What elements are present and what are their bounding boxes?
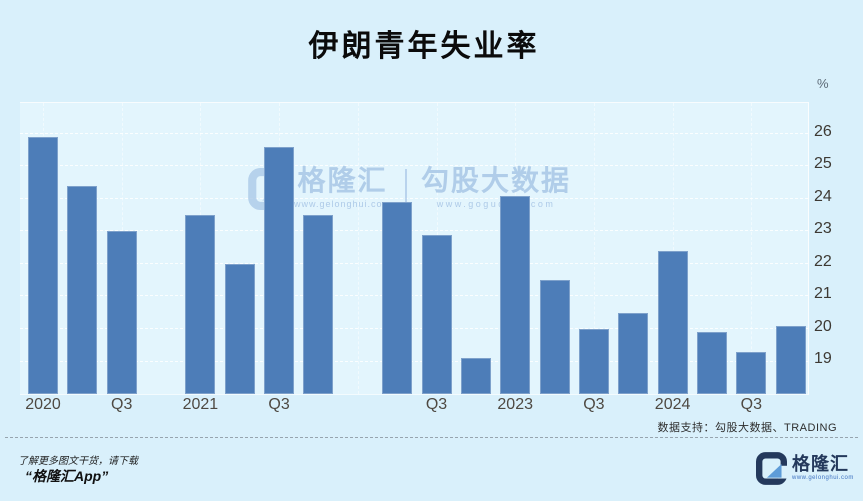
chart-title: 伊朗青年失业率 (308, 30, 540, 63)
bar-2024Q4 (775, 325, 806, 394)
gelonghui-logo-icon (756, 452, 787, 485)
y-axis-unit-label: % (817, 76, 829, 91)
y-tick-24: 24 (814, 187, 832, 205)
watermark-brand-right: 勾股大数据 www.gogudata.com (421, 165, 571, 209)
gelonghui-logo: 格隆汇 www.gelonghui.com (756, 452, 854, 485)
x-tick-2024Q3: Q3 (740, 396, 762, 413)
footer-promo-line1: 了解更多图文干货，请下载 (18, 456, 138, 467)
y-tick-21: 21 (814, 285, 832, 303)
bar-2020Q1 (28, 137, 58, 394)
watermark-brand-left-url: www.gelonghui.com (294, 199, 392, 209)
gelonghui-logo-text: 格隆汇 (792, 454, 849, 474)
data-source-note: 数据支持：勾股大数据、TRADING (657, 422, 837, 434)
gridline-x-2024Q3 (751, 103, 753, 394)
watermark-brand-right-text: 勾股大数据 (421, 165, 572, 196)
watermark-brand-left: 格隆汇 www.gelonghui.com (294, 165, 391, 209)
gridline-y-26 (20, 132, 808, 134)
y-tick-22: 22 (814, 252, 832, 270)
gridline-y-23 (20, 230, 808, 232)
gelonghui-logo-textblock: 格隆汇 www.gelonghui.com (792, 454, 854, 481)
y-tick-25: 25 (814, 155, 832, 173)
bar-2021Q2 (224, 263, 255, 394)
footer-promo-line2: “格隆汇App” (25, 468, 109, 484)
gridline-x-2023Q3 (593, 103, 595, 394)
bar-2024Q1 (657, 250, 688, 394)
plot-area (20, 102, 809, 395)
y-tick-23: 23 (814, 220, 832, 238)
bar-2023Q4 (618, 312, 649, 394)
gelonghui-logo-url: www.gelonghui.com (792, 475, 854, 481)
y-tick-19: 19 (814, 350, 832, 368)
bar-2020Q2 (67, 185, 98, 394)
bar-2024Q2 (696, 332, 727, 394)
x-tick-2023Q1: 2023 (497, 396, 533, 413)
x-tick-2023Q3: Q3 (583, 396, 605, 413)
x-tick-2020Q3: Q3 (111, 396, 133, 413)
bar-2023Q2 (539, 280, 570, 394)
bar-2021Q1 (185, 215, 216, 394)
x-tick-2021Q1: 2021 (182, 396, 219, 413)
gridline-y-25 (20, 165, 808, 167)
gridline-y-19 (20, 360, 808, 362)
footer-divider (5, 437, 858, 438)
bar-2022Q4 (460, 358, 491, 394)
bar-2024Q3 (736, 351, 767, 394)
gridline-y-21 (20, 295, 808, 297)
x-tick-2022Q3: Q3 (425, 396, 448, 413)
bar-2021Q3 (264, 146, 295, 394)
y-tick-20: 20 (814, 317, 832, 335)
gridline-y-20 (20, 327, 808, 329)
watermark-brand-right-url: www.gogudata.com (436, 199, 556, 209)
bar-2021Q4 (303, 215, 334, 394)
gridline-x-2024Q1 (672, 103, 674, 394)
gridline-y-24 (20, 197, 808, 199)
bar-2020Q3 (106, 231, 137, 394)
gridline-x-2022Q1 (357, 103, 359, 394)
x-tick-2020Q1: 2020 (25, 396, 61, 413)
bar-2023Q1 (500, 195, 531, 394)
bar-2022Q3 (421, 234, 452, 394)
bar-2022Q2 (382, 202, 413, 394)
bar-2023Q3 (578, 328, 609, 394)
watermark-brand-left-text: 格隆汇 (297, 165, 388, 196)
gridline-y-22 (20, 262, 808, 264)
x-tick-2021Q3: Q3 (268, 396, 290, 413)
watermark-separator (405, 169, 408, 203)
x-tick-2024Q1: 2024 (654, 396, 691, 413)
y-tick-26: 26 (814, 122, 832, 140)
